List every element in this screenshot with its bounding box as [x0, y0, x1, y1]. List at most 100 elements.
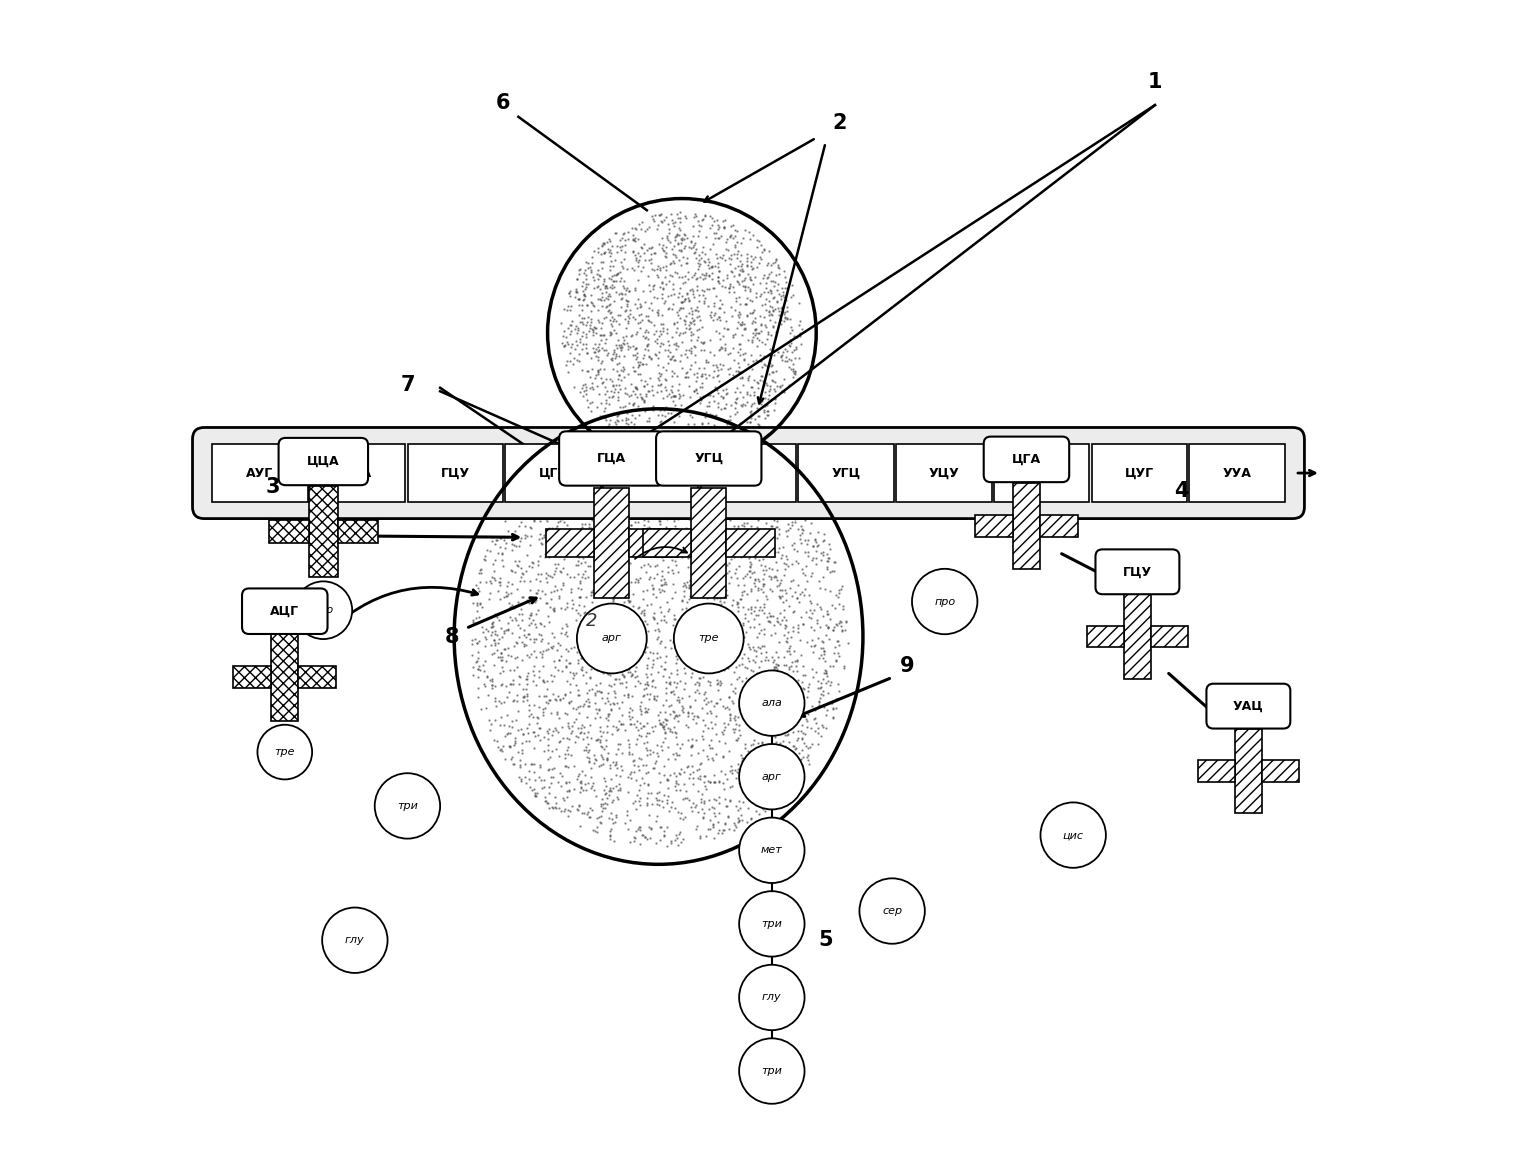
- Point: [808, 677, 833, 696]
- Point: [748, 652, 773, 670]
- Point: [589, 406, 614, 425]
- Point: [645, 334, 669, 353]
- Point: [525, 495, 549, 514]
- Point: [790, 520, 814, 538]
- Point: [589, 726, 614, 745]
- Point: [663, 723, 688, 742]
- Point: [739, 402, 763, 420]
- Point: [689, 790, 714, 808]
- Point: [700, 311, 725, 329]
- Point: [619, 446, 643, 465]
- Point: [619, 470, 643, 488]
- Point: [686, 227, 711, 245]
- Point: [616, 686, 640, 704]
- Point: [471, 656, 496, 675]
- Point: [671, 811, 696, 829]
- Point: [628, 818, 653, 836]
- Point: [800, 667, 825, 686]
- Point: [500, 541, 525, 559]
- Point: [703, 378, 728, 397]
- Point: [499, 661, 523, 680]
- Point: [742, 602, 766, 620]
- Point: [699, 730, 723, 749]
- Point: [729, 654, 754, 673]
- Point: [685, 364, 709, 383]
- Point: [593, 793, 617, 812]
- Point: [613, 272, 637, 291]
- Point: [522, 666, 546, 684]
- Point: [496, 724, 520, 743]
- Point: [788, 534, 813, 552]
- Point: [602, 479, 626, 498]
- Point: [492, 750, 517, 769]
- Point: [782, 737, 806, 756]
- Point: [649, 580, 674, 599]
- Point: [616, 336, 640, 355]
- Point: [788, 327, 813, 346]
- Point: [573, 279, 597, 298]
- Point: [776, 623, 800, 641]
- Point: [492, 531, 517, 550]
- Point: [589, 794, 614, 813]
- Point: [536, 512, 560, 530]
- Point: [679, 343, 703, 362]
- Point: [697, 218, 722, 237]
- Point: [811, 533, 836, 551]
- Point: [722, 707, 746, 725]
- Point: [808, 598, 833, 617]
- Point: [688, 390, 713, 409]
- Point: [706, 436, 731, 454]
- Point: [700, 493, 725, 512]
- Point: [659, 696, 683, 715]
- Point: [594, 277, 619, 296]
- Point: [526, 667, 551, 686]
- Point: [666, 241, 691, 259]
- Point: [723, 658, 748, 676]
- Point: [651, 314, 676, 333]
- Point: [759, 626, 783, 645]
- Point: [676, 255, 700, 273]
- Point: [756, 376, 780, 395]
- Point: [779, 536, 803, 555]
- Point: [631, 522, 656, 541]
- Point: [774, 310, 799, 328]
- Point: [760, 371, 785, 390]
- Point: [645, 301, 669, 320]
- Point: [620, 665, 645, 683]
- Point: [603, 755, 628, 773]
- Point: [591, 234, 616, 252]
- Point: [677, 764, 702, 783]
- Point: [751, 717, 776, 736]
- Point: [674, 341, 699, 360]
- Point: [717, 700, 742, 718]
- Point: [720, 644, 745, 662]
- Point: [688, 585, 713, 604]
- Point: [703, 745, 728, 764]
- Point: [528, 547, 553, 565]
- Point: [785, 589, 810, 607]
- Point: [588, 520, 613, 538]
- Point: [754, 714, 779, 732]
- Point: [613, 814, 637, 833]
- Point: [597, 561, 622, 579]
- Point: [768, 703, 793, 722]
- Point: [602, 533, 626, 551]
- Point: [593, 308, 617, 327]
- Point: [511, 588, 536, 606]
- Point: [593, 340, 617, 359]
- Point: [659, 523, 683, 542]
- Point: [705, 536, 729, 555]
- Point: [589, 806, 614, 825]
- Point: [689, 728, 714, 746]
- Point: [628, 246, 653, 265]
- Point: [763, 568, 788, 586]
- Point: [649, 411, 674, 430]
- Point: [736, 368, 760, 387]
- Point: [709, 479, 734, 498]
- Point: [686, 477, 711, 495]
- Point: [611, 334, 636, 353]
- Point: [760, 766, 785, 785]
- Point: [722, 709, 746, 728]
- Point: [626, 270, 651, 288]
- Point: [716, 807, 740, 826]
